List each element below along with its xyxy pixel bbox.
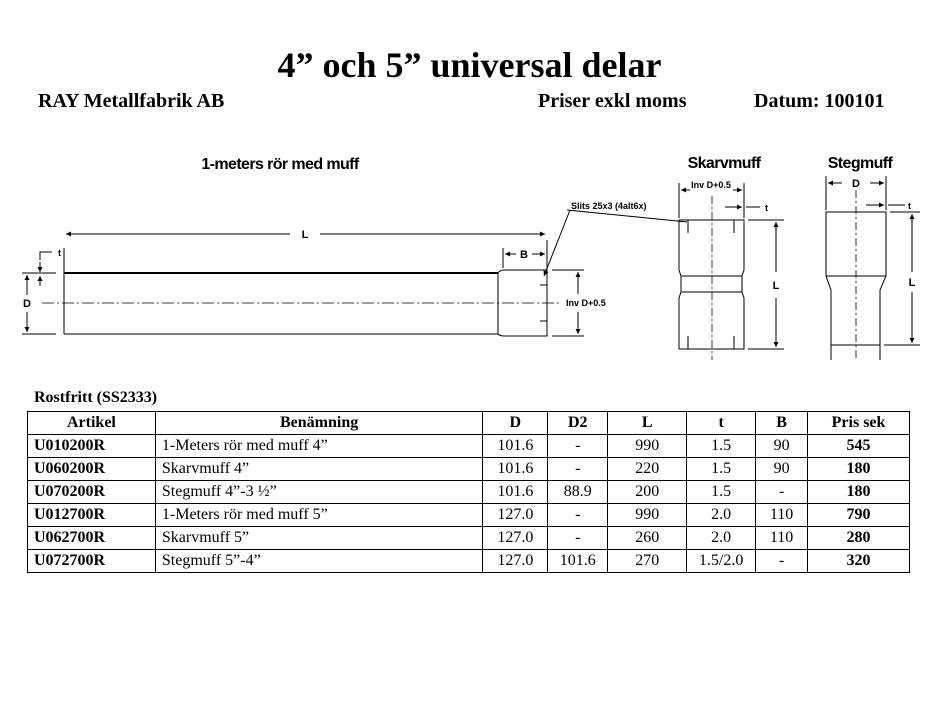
stegmuff-drawing: Stegmuff D t L xyxy=(825,155,920,360)
stegmuff-length-label: L xyxy=(909,277,916,289)
article-cell: U010200R xyxy=(27,434,156,458)
b-cell: 110 xyxy=(755,503,809,527)
d2-cell: 88.9 xyxy=(547,480,609,504)
name-cell: 1-Meters rör med muff 5” xyxy=(154,503,484,527)
b-cell: 110 xyxy=(755,526,809,550)
slits-label: Slits 25x3 (4alt6x) xyxy=(571,201,647,211)
skarvmuff-title: Skarvmuff xyxy=(688,155,762,172)
price-cell: 180 xyxy=(807,457,910,481)
article-cell: U012700R xyxy=(27,503,156,527)
column-header: Pris sek xyxy=(807,411,910,435)
name-cell: Stegmuff 5”-4” xyxy=(154,549,484,573)
skarvmuff-inner-diameter-label: Inv D+0.5 xyxy=(691,180,731,190)
l-cell: 990 xyxy=(607,503,688,527)
pipe-drawing: 1-meters rör med muff L B t D xyxy=(22,156,647,337)
skarvmuff-t-label: t xyxy=(765,203,768,213)
price-note: Priser exkl moms xyxy=(538,90,687,112)
pipe-t-label: t xyxy=(58,248,61,258)
name-cell: Skarvmuff 5” xyxy=(154,526,484,550)
table-row: U060200R Skarvmuff 4” 101.6-220 1.5 90 180 xyxy=(27,457,910,481)
name-cell: Skarvmuff 4” xyxy=(154,457,484,481)
pipe-b-label: B xyxy=(520,249,528,261)
l-cell: 990 xyxy=(607,434,688,458)
table-row: U012700R 1-Meters rör med muff 5” 127.0-99… xyxy=(27,503,910,527)
b-cell: - xyxy=(755,480,809,504)
d-cell: 101.6 xyxy=(482,434,549,458)
b-cell: 90 xyxy=(755,434,809,458)
t-cell: 1.5 xyxy=(686,457,757,481)
column-header: D2 xyxy=(547,411,609,435)
name-cell: 1-Meters rör med muff 4” xyxy=(154,434,484,458)
t-cell: 2.0 xyxy=(686,526,757,550)
price-cell: 280 xyxy=(807,526,910,550)
d2-cell: - xyxy=(547,457,609,481)
column-header: Artikel xyxy=(27,411,156,435)
article-cell: U070200R xyxy=(27,480,156,504)
d2-cell: - xyxy=(547,434,609,458)
column-header: B xyxy=(755,411,809,435)
company-name: RAY Metallfabrik AB xyxy=(38,90,225,112)
table-row: U072700R Stegmuff 5”-4” 127.0 101.6 270 1.5/2… xyxy=(27,549,910,573)
name-cell: Stegmuff 4”-3 ½” xyxy=(154,480,484,504)
d-cell: 101.6 xyxy=(482,480,549,504)
stegmuff-t-label: t xyxy=(908,201,911,211)
l-cell: 260 xyxy=(607,526,688,550)
article-cell: U062700R xyxy=(27,526,156,550)
d2-cell: - xyxy=(547,526,609,550)
t-cell: 2.0 xyxy=(686,503,757,527)
page-title: 4” och 5” universal delar xyxy=(277,45,662,85)
article-cell: U072700R xyxy=(27,549,156,573)
column-header: D xyxy=(482,411,549,435)
d2-cell: 101.6 xyxy=(547,549,609,573)
date-label: Datum: 100101 xyxy=(754,90,885,112)
skarvmuff-length-label: L xyxy=(773,280,780,292)
d-cell: 127.0 xyxy=(482,526,549,550)
column-header: L xyxy=(607,411,688,435)
table-row: U070200R Stegmuff 4”-3 ½” 101.6 88.9 200 1.5-… xyxy=(27,480,910,504)
t-cell: 1.5/2.0 xyxy=(686,549,757,573)
pipe-inner-diameter-label: Inv D+0.5 xyxy=(566,298,606,308)
stegmuff-title: Stegmuff xyxy=(828,155,894,172)
d-cell: 101.6 xyxy=(482,457,549,481)
t-cell: 1.5 xyxy=(686,480,757,504)
price-cell: 790 xyxy=(807,503,910,527)
d-cell: 127.0 xyxy=(482,549,549,573)
table-row: U062700R Skarvmuff 5” 127.0-260 2.0 110 280 xyxy=(27,526,910,550)
pipe-d-label: D xyxy=(23,298,31,310)
technical-drawings: 1-meters rör med muff L B t D xyxy=(22,155,920,360)
d-cell: 127.0 xyxy=(482,503,549,527)
price-cell: 545 xyxy=(807,434,910,458)
price-cell: 180 xyxy=(807,480,910,504)
table-row: U010200R 1-Meters rör med muff 4” 101.6-99… xyxy=(27,434,910,458)
section-title: Rostfritt (SS2333) xyxy=(34,389,158,406)
b-cell: - xyxy=(755,549,809,573)
d2-cell: - xyxy=(547,503,609,527)
pipe-length-label: L xyxy=(302,229,309,241)
price-cell: 320 xyxy=(807,549,910,573)
column-header: t xyxy=(686,411,757,435)
skarvmuff-drawing: Skarvmuff Inv D+0.5 t L xyxy=(566,155,784,360)
t-cell: 1.5 xyxy=(686,434,757,458)
stegmuff-d-label: D xyxy=(852,178,860,190)
column-header: Benämning xyxy=(154,411,484,435)
b-cell: 90 xyxy=(755,457,809,481)
l-cell: 270 xyxy=(607,549,688,573)
article-cell: U060200R xyxy=(27,457,156,481)
l-cell: 200 xyxy=(607,480,688,504)
pipe-drawing-title: 1-meters rör med muff xyxy=(201,156,359,173)
l-cell: 220 xyxy=(607,457,688,481)
